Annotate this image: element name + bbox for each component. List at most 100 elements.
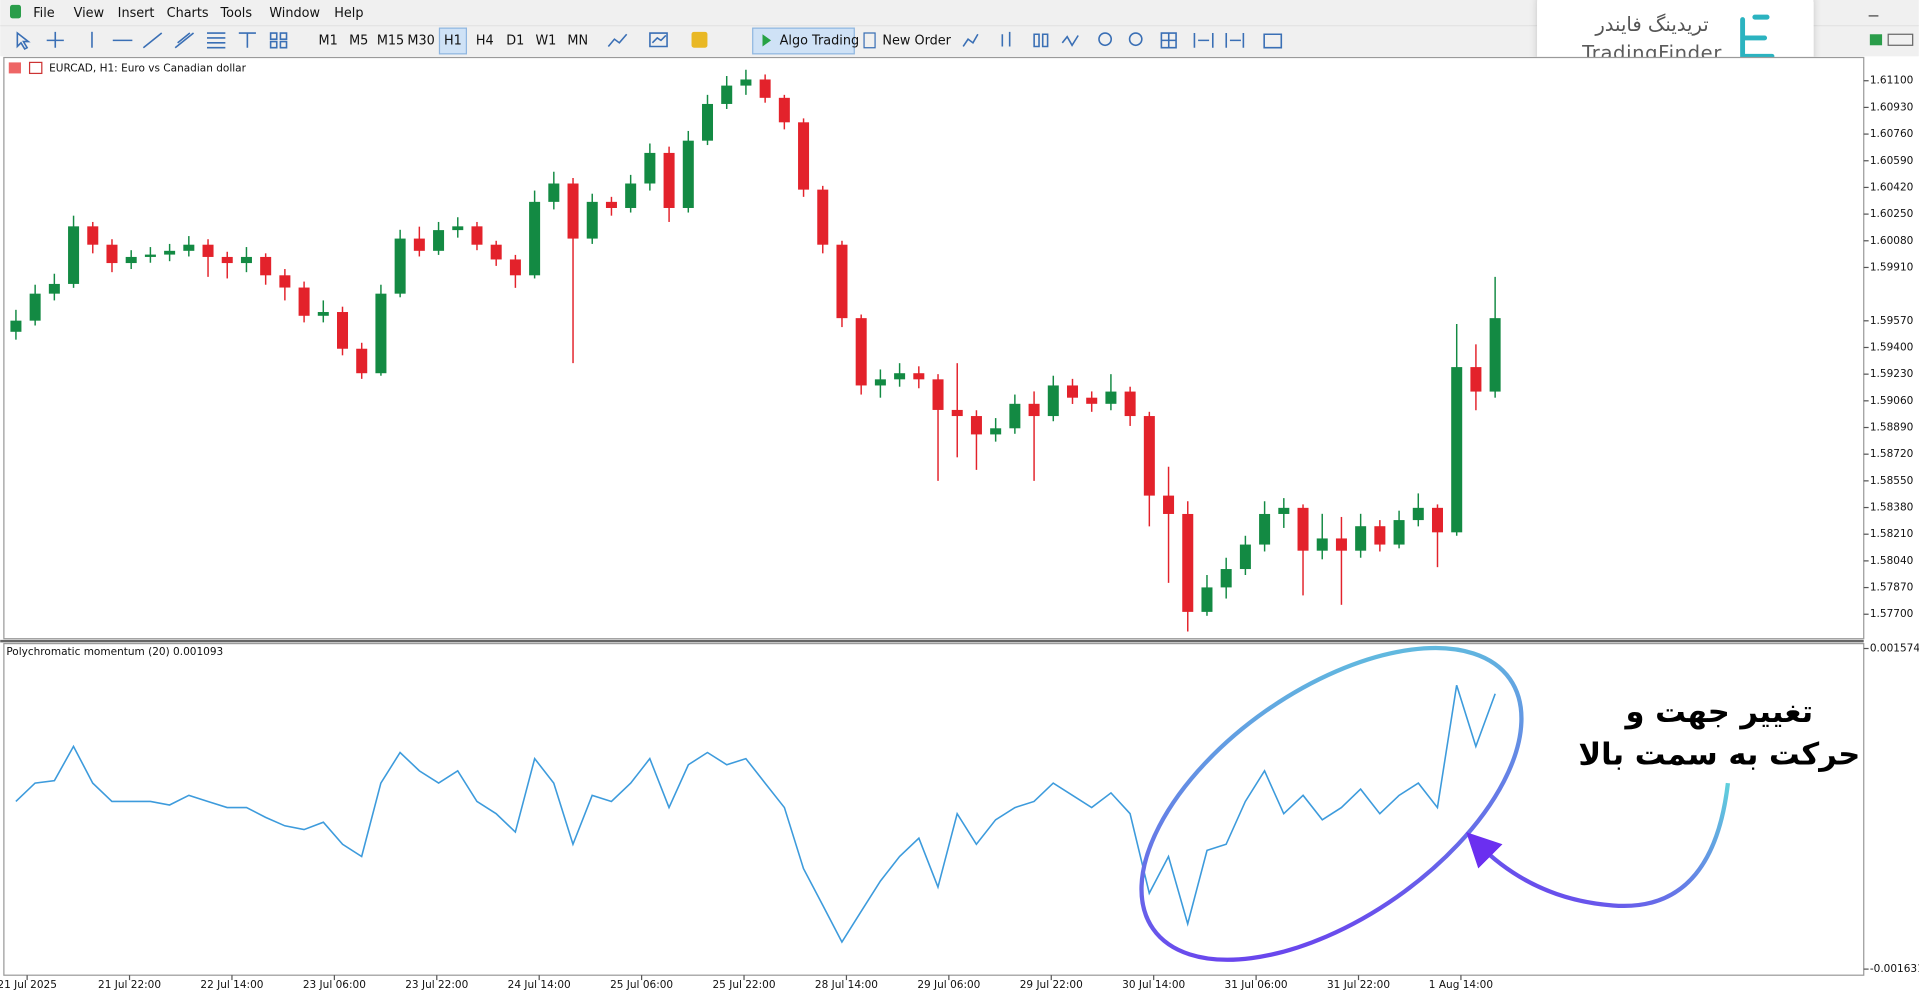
candle-body: [874, 379, 886, 386]
candle-body: [1239, 544, 1251, 570]
menu-item[interactable]: Charts: [167, 6, 209, 21]
algo-trading-label[interactable]: Algo Trading: [780, 33, 859, 48]
candle-body: [413, 238, 425, 251]
candle-body: [1355, 526, 1367, 551]
candle-body: [1489, 318, 1501, 392]
annotation-arrow: [1466, 782, 1731, 909]
timeframe-button[interactable]: H4: [476, 33, 494, 48]
menu-item[interactable]: Insert: [118, 6, 155, 21]
y-tick-label: 1.60760: [1870, 128, 1914, 140]
zoom-in-icon[interactable]: [1098, 32, 1113, 47]
x-tick-label: 23 Jul 06:00: [303, 979, 366, 991]
candle-body: [29, 293, 41, 321]
channel-icon[interactable]: [174, 32, 195, 49]
indicators-icon[interactable]: [649, 32, 668, 48]
menu-item[interactable]: Help: [334, 6, 363, 21]
timeframe-button[interactable]: M5: [349, 33, 368, 48]
annotation-line: حرکت به سمت بالا: [1578, 738, 1860, 773]
fibo-icon[interactable]: [206, 32, 226, 49]
timeframe-button[interactable]: M1: [319, 33, 338, 48]
x-tick-label: 29 Jul 06:00: [917, 979, 980, 991]
crosshair-icon[interactable]: [46, 31, 64, 48]
menu-item[interactable]: File: [33, 6, 55, 21]
candle-body: [221, 256, 233, 264]
candle-body: [144, 254, 156, 257]
line-icon[interactable]: [1061, 35, 1079, 47]
y-tick-label: 1.59400: [1870, 341, 1914, 353]
timeframe-button[interactable]: W1: [535, 33, 556, 48]
candle-body: [164, 250, 176, 255]
candle-body: [798, 122, 810, 190]
y-tick-label: 1.58040: [1870, 555, 1914, 567]
text-icon[interactable]: [238, 32, 256, 48]
menu-item[interactable]: View: [74, 6, 104, 21]
timeframe-button[interactable]: H1: [444, 33, 462, 48]
candle-body: [1009, 403, 1021, 429]
candle-body: [471, 226, 483, 245]
candle-body: [375, 293, 387, 374]
candle-body: [298, 287, 310, 316]
candle-body: [1393, 520, 1405, 545]
cursor-icon[interactable]: [16, 31, 31, 50]
menu-item[interactable]: Tools: [219, 6, 252, 21]
candle-body: [548, 183, 560, 202]
candle-body: [1316, 538, 1328, 551]
market-icon[interactable]: [691, 31, 708, 48]
candle-body: [1335, 538, 1347, 551]
timeframe-button[interactable]: M15: [377, 33, 404, 48]
x-tick-label: 25 Jul 06:00: [610, 979, 673, 991]
candle-body: [1201, 587, 1213, 612]
status-icon: [1869, 34, 1883, 46]
signal-icon[interactable]: [962, 33, 979, 47]
status-box: [1887, 33, 1914, 46]
candle-body: [1066, 385, 1079, 398]
candle-body: [1470, 367, 1482, 392]
scroll-icon[interactable]: [1193, 33, 1214, 48]
shift-icon[interactable]: [1225, 33, 1245, 48]
candle-body: [1028, 403, 1040, 417]
y-tick-label: 1.59060: [1870, 395, 1914, 407]
candle-body: [529, 201, 541, 276]
timeframe-button[interactable]: M30: [407, 33, 434, 48]
y-tick-label: 1.59910: [1870, 261, 1914, 273]
candle-body: [10, 320, 22, 332]
shapes-icon[interactable]: [269, 32, 288, 49]
candles-icon[interactable]: [1033, 33, 1049, 48]
candle-body: [452, 226, 464, 231]
candle-body: [240, 256, 252, 264]
y-tick-label: 1.58380: [1870, 502, 1914, 514]
bars-icon[interactable]: [1001, 31, 1011, 47]
zoom-out-icon[interactable]: [1128, 32, 1143, 47]
candle-body: [356, 348, 368, 374]
candle-body: [1220, 569, 1232, 588]
price-panel: [3, 56, 1865, 640]
candle-body: [183, 244, 195, 251]
candle-body: [740, 79, 752, 86]
new-order-label[interactable]: New Order: [882, 33, 951, 48]
candle-body: [1451, 367, 1463, 533]
chart-type-icon[interactable]: [607, 33, 628, 48]
candle-body: [1086, 397, 1098, 404]
logo-persian: تریدینگ فایندر: [1594, 13, 1708, 36]
y-tick-label: 1.60930: [1870, 101, 1914, 113]
trend-icon[interactable]: [142, 32, 163, 49]
x-tick-label: 31 Jul 06:00: [1225, 979, 1288, 991]
candle-body: [260, 256, 272, 276]
y-tick-label: 1.58550: [1870, 475, 1914, 487]
candle-body: [701, 103, 714, 141]
candle-body: [1297, 507, 1309, 551]
timeframe-button[interactable]: D1: [506, 33, 524, 48]
screenshot-icon[interactable]: [1263, 33, 1283, 49]
candle-body: [317, 312, 329, 316]
new-order-icon[interactable]: [863, 32, 876, 49]
candle-body: [87, 226, 99, 245]
candle-body: [68, 226, 80, 284]
timeframe-button[interactable]: MN: [567, 33, 588, 48]
y-tick-label: 1.59570: [1870, 315, 1914, 327]
grid-icon[interactable]: [1160, 32, 1177, 49]
menu-item[interactable]: Window: [269, 6, 320, 21]
candle-body: [1182, 513, 1194, 612]
candle-body: [644, 152, 656, 184]
candle-body: [932, 379, 944, 410]
